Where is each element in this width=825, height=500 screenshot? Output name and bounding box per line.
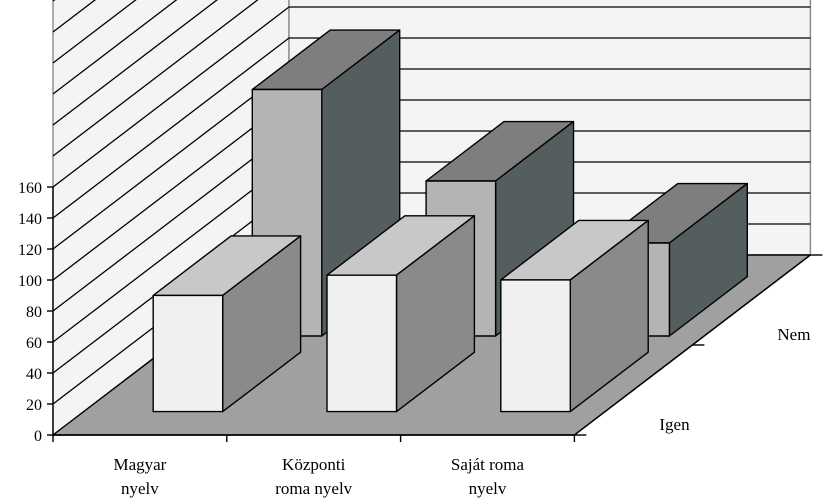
gridline xyxy=(52,0,259,157)
y-tick-label: 40 xyxy=(26,366,42,383)
gridline xyxy=(52,0,178,95)
y-tick-label: 140 xyxy=(18,211,42,228)
y-tick-label: 160 xyxy=(18,180,42,197)
category-label: nyelv xyxy=(121,479,159,498)
y-tick-label: 80 xyxy=(26,304,42,321)
y-tick-label: 20 xyxy=(26,397,42,414)
y-tick-label: 120 xyxy=(18,242,42,259)
series-label: Igen xyxy=(659,415,690,434)
bar-igen-2 xyxy=(500,219,649,413)
gridline xyxy=(52,0,218,126)
y-tick-label: 60 xyxy=(26,335,42,352)
y-tick-label: 0 xyxy=(34,428,42,445)
category-label: Magyar xyxy=(113,455,166,474)
bar-front xyxy=(326,274,398,413)
gridline xyxy=(52,6,811,188)
bar-igen-0 xyxy=(152,235,302,413)
bar-front xyxy=(500,279,571,413)
gridline xyxy=(52,0,137,64)
category-label: Központi xyxy=(282,455,346,474)
y-tick-label: 100 xyxy=(18,273,42,290)
series-label: Nem xyxy=(777,325,810,344)
category-label: nyelv xyxy=(469,479,507,498)
category-label: roma nyelv xyxy=(275,479,352,498)
category-label: Saját roma xyxy=(451,455,525,474)
gridline xyxy=(52,37,811,219)
bar-front xyxy=(152,294,224,413)
bar-igen-1 xyxy=(326,215,476,413)
